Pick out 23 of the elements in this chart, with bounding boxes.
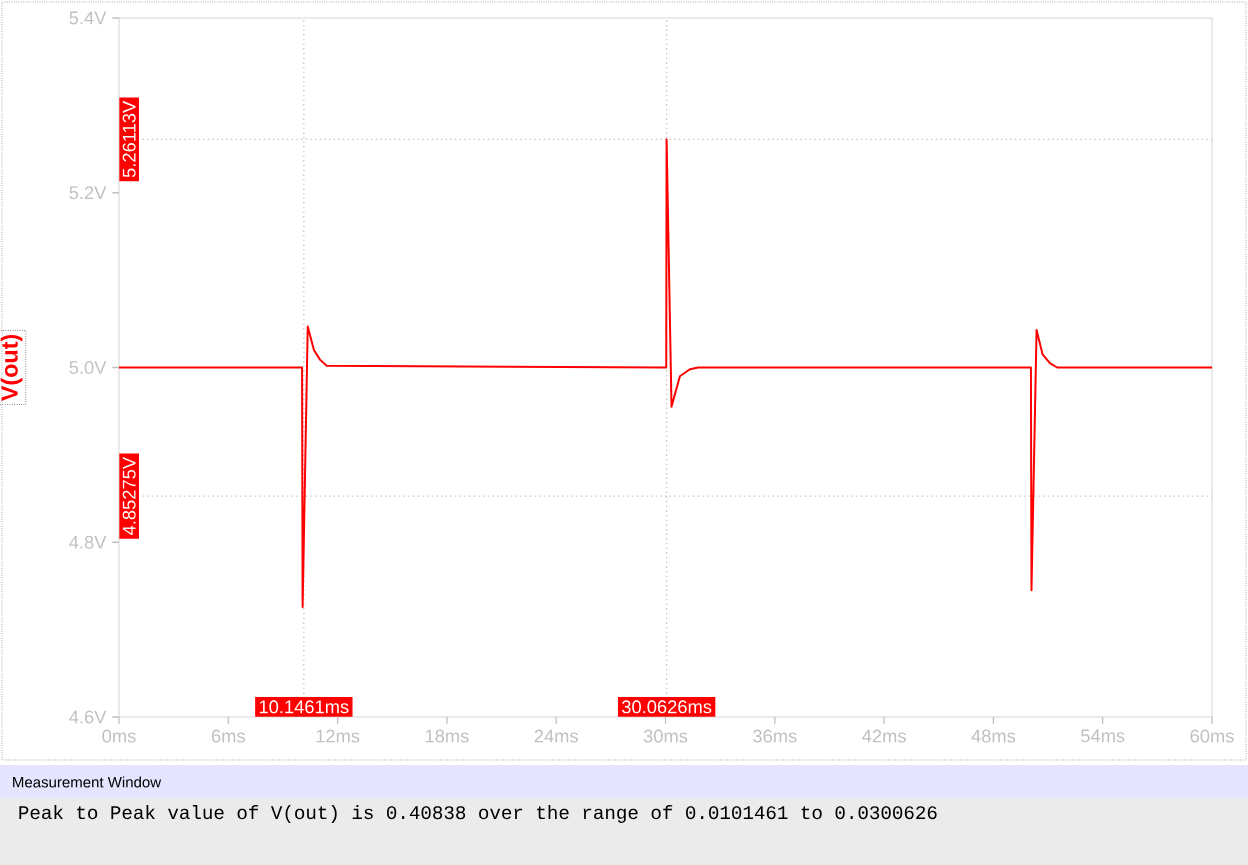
- y-tick-label: 4.8V: [69, 535, 107, 549]
- y-tick-label: 5.4V: [69, 11, 107, 25]
- x-tick-label: 18ms: [425, 729, 469, 743]
- text: Measurement Window: [13, 776, 162, 788]
- text: Peak to Peak value of V(out) is 0.40838 over the range of 0.0101461 to 0.0300626: [19, 805, 937, 823]
- x-tick-label: 6ms: [211, 729, 245, 743]
- y-axis-title: V(out): [0, 334, 23, 402]
- y-tick-label: 5.0V: [69, 361, 107, 374]
- x-tick-label: 60ms: [1190, 729, 1234, 743]
- x-tick-label: 42ms: [862, 729, 906, 743]
- x-tick-label: 36ms: [753, 729, 797, 743]
- x-tick-label: 12ms: [316, 729, 360, 743]
- y-tick-label: 4.6V: [69, 710, 107, 724]
- x-tick-label: 0ms: [102, 729, 136, 743]
- x-tick-label: 54ms: [1081, 729, 1125, 743]
- x-tick-label: 30ms: [643, 729, 688, 743]
- y-tick-label: 5.2V: [69, 186, 107, 200]
- x-tick-label: 48ms: [971, 729, 1016, 743]
- ref-line-label: 5.26113V: [122, 100, 136, 178]
- ref-line-label: 4.85275V: [122, 457, 136, 535]
- ref-line-label: 30.0626ms: [621, 700, 712, 714]
- x-tick-label: 24ms: [534, 729, 578, 743]
- ref-line-label: 10.1461ms: [259, 700, 349, 714]
